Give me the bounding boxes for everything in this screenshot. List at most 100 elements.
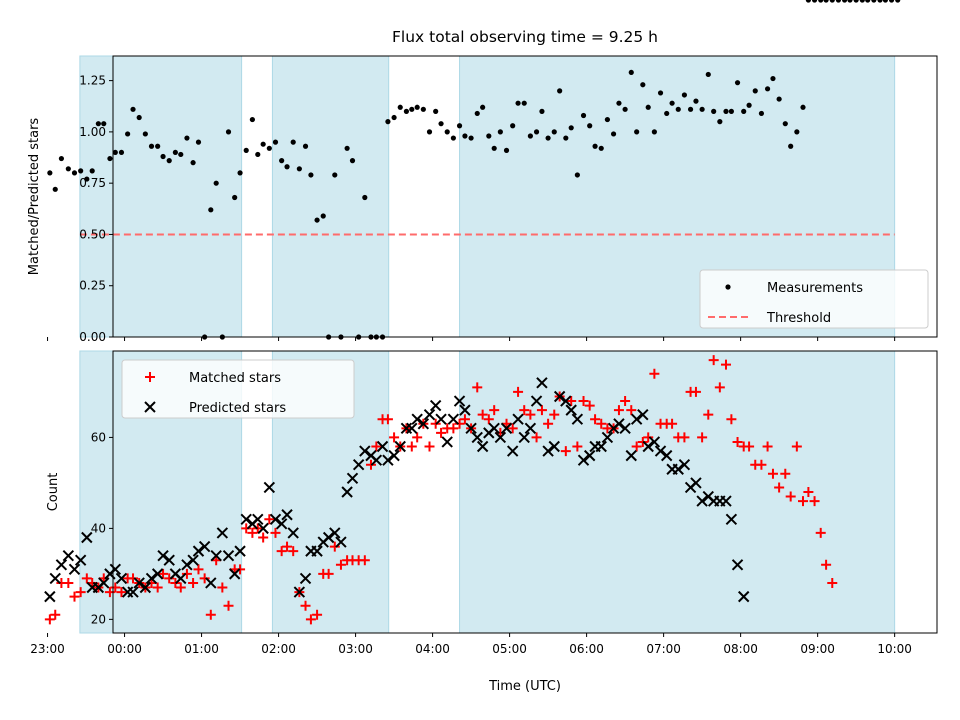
data-point bbox=[208, 207, 214, 213]
data-point bbox=[44, 590, 56, 603]
data-point bbox=[302, 143, 309, 149]
data-point bbox=[500, 422, 513, 435]
data-point bbox=[703, 409, 714, 420]
y-tick-label: 20 bbox=[91, 612, 106, 626]
data-point bbox=[583, 449, 596, 462]
data-point bbox=[800, 104, 806, 110]
data-point bbox=[560, 446, 571, 457]
data-point bbox=[527, 133, 533, 139]
data-point bbox=[62, 549, 75, 562]
data-point bbox=[596, 418, 607, 429]
data-point bbox=[687, 106, 694, 112]
data-point bbox=[788, 143, 794, 149]
data-point bbox=[44, 614, 55, 625]
data-point bbox=[441, 436, 453, 448]
data-point bbox=[737, 590, 750, 603]
data-point bbox=[210, 549, 222, 562]
data-point bbox=[78, 168, 84, 174]
data-point bbox=[397, 104, 403, 110]
data-point bbox=[560, 395, 572, 407]
data-point bbox=[631, 441, 642, 452]
data-point bbox=[198, 540, 211, 553]
data-point bbox=[642, 440, 654, 453]
data-point bbox=[296, 166, 302, 172]
data-point bbox=[257, 522, 269, 535]
data-point bbox=[620, 396, 631, 407]
data-point bbox=[590, 414, 601, 425]
data-point bbox=[539, 108, 545, 114]
y-tick-label: 1.00 bbox=[79, 125, 106, 139]
data-point bbox=[116, 587, 127, 598]
data-point bbox=[284, 164, 290, 170]
data-point bbox=[216, 527, 229, 539]
data-point bbox=[486, 133, 492, 139]
data-point bbox=[335, 536, 347, 548]
x-tick-label: 04:00 bbox=[415, 642, 450, 656]
data-point bbox=[566, 396, 577, 407]
data-point bbox=[181, 559, 193, 571]
data-point bbox=[752, 88, 758, 94]
data-point bbox=[237, 170, 243, 176]
data-point bbox=[690, 477, 702, 489]
data-point bbox=[507, 423, 518, 434]
data-point bbox=[423, 408, 436, 421]
data-point bbox=[888, 0, 895, 3]
data-point bbox=[424, 441, 435, 452]
data-point bbox=[314, 217, 320, 223]
legend-label: Predicted stars bbox=[189, 401, 286, 416]
data-point bbox=[774, 482, 785, 493]
data-point bbox=[184, 135, 190, 141]
data-point bbox=[592, 143, 598, 149]
data-point bbox=[462, 133, 468, 139]
x-tick-label: 10:00 bbox=[877, 642, 912, 656]
data-point bbox=[414, 104, 420, 110]
data-point bbox=[50, 609, 61, 620]
data-point bbox=[601, 431, 614, 444]
data-point bbox=[468, 135, 474, 141]
data-point bbox=[728, 108, 734, 114]
data-point bbox=[574, 172, 580, 178]
data-point bbox=[433, 108, 439, 114]
data-point bbox=[213, 180, 219, 186]
data-point bbox=[107, 155, 113, 162]
legend-marker bbox=[145, 372, 155, 382]
data-point bbox=[708, 355, 719, 366]
data-point bbox=[664, 110, 670, 117]
data-point bbox=[525, 409, 536, 420]
data-point bbox=[388, 449, 400, 462]
data-point bbox=[497, 129, 503, 135]
data-point bbox=[634, 129, 640, 135]
data-point bbox=[477, 409, 488, 420]
data-point bbox=[349, 158, 356, 164]
data-point bbox=[746, 102, 752, 108]
data-point bbox=[489, 405, 500, 416]
data-point bbox=[660, 449, 673, 462]
data-point bbox=[453, 395, 466, 407]
data-point bbox=[288, 546, 299, 557]
data-point bbox=[815, 527, 826, 538]
data-point bbox=[720, 495, 732, 507]
data-point bbox=[249, 116, 255, 123]
data-point bbox=[272, 139, 279, 145]
data-point bbox=[130, 106, 136, 112]
data-point bbox=[172, 149, 178, 156]
data-point bbox=[571, 413, 584, 425]
data-point bbox=[55, 559, 68, 571]
data-point bbox=[613, 405, 624, 416]
series-matched-stars bbox=[44, 355, 838, 625]
data-point bbox=[648, 436, 661, 448]
axes-frame bbox=[112, 350, 938, 634]
data-point bbox=[225, 129, 232, 135]
legend-marker bbox=[725, 284, 731, 290]
data-point bbox=[503, 147, 510, 153]
legend-label: Measurements bbox=[767, 281, 863, 296]
data-point bbox=[142, 131, 148, 137]
data-point bbox=[545, 135, 551, 141]
data-point bbox=[160, 153, 166, 160]
data-point bbox=[758, 110, 765, 117]
data-point bbox=[764, 86, 771, 92]
y-axis-label: Matched/Predicted stars bbox=[27, 118, 42, 276]
data-point bbox=[531, 432, 542, 443]
data-point bbox=[128, 573, 139, 584]
data-point bbox=[630, 413, 643, 425]
